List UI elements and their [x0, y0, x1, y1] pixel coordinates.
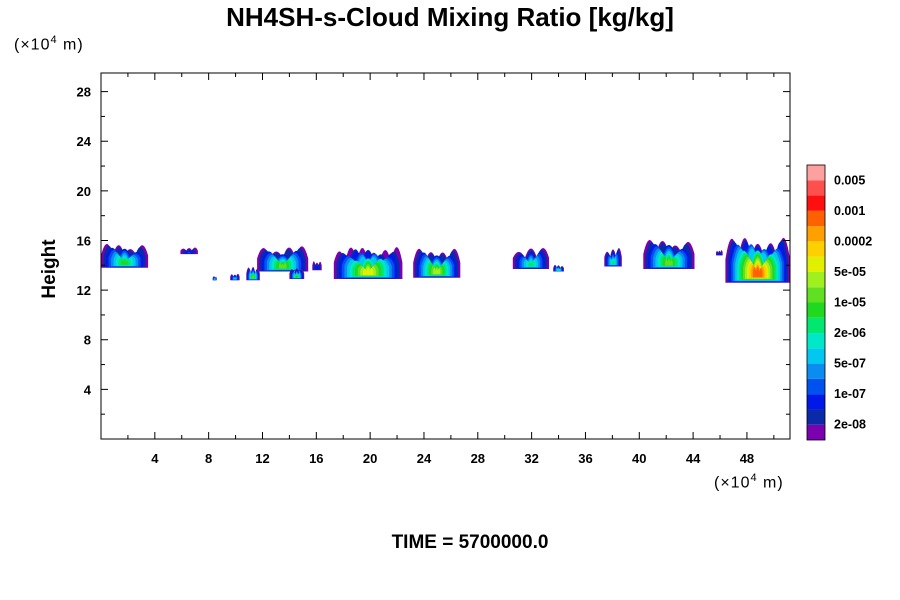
x-axis-unit: (×104 m) [714, 472, 784, 492]
colorbar-swatch [807, 317, 825, 334]
x-tick-label: 20 [363, 451, 377, 466]
y-axis-unit: (×104 m) [14, 34, 84, 54]
cloud-cell-contour [295, 275, 298, 278]
colorbar-label: 5e-07 [834, 357, 866, 371]
time-label: TIME = 5700000.0 [391, 532, 549, 553]
x-tick-label: 4 [151, 451, 159, 466]
colorbar-swatch [807, 424, 825, 440]
cloud-cell-contour [252, 275, 255, 279]
colorbar-swatch [807, 180, 825, 196]
y-tick-label: 4 [84, 382, 92, 397]
colorbar-label: 0.0002 [834, 234, 872, 248]
cloud-field [101, 237, 790, 283]
colorbar-label: 0.005 [834, 173, 865, 187]
cloud-cell-contour [363, 267, 374, 276]
cloud-cell-contour [314, 265, 319, 270]
x-tick-label: 48 [740, 451, 754, 466]
colorbar-frame [806, 164, 826, 441]
cloud-cell-contour [665, 258, 673, 266]
colorbar-label: 2e-08 [834, 418, 866, 432]
cloud-cell-contour [121, 259, 129, 265]
cloud-cell-contour [557, 269, 560, 271]
y-tick-label: 24 [77, 134, 92, 149]
cloud-cell-contour [233, 277, 237, 280]
colorbar: 2e-08 1e-07 5e-07 2e-06 1e-05 5e-05 0.0002 0.00… [806, 164, 872, 441]
x-tick-label: 44 [686, 451, 701, 466]
chart-title: NH4SH-s-Cloud Mixing Ratio [kg/kg] [226, 2, 674, 32]
x-tick-label: 28 [471, 451, 485, 466]
colorbar-label: 0.001 [834, 204, 865, 218]
colorbar-swatch [807, 409, 825, 425]
x-tick-label: 12 [255, 451, 269, 466]
plot-frame [100, 72, 791, 440]
colorbar-swatch [807, 165, 825, 181]
colorbar-swatch [807, 302, 825, 318]
y-axis: 4 8 12 16 20 24 28 [77, 85, 790, 415]
colorbar-swatch [807, 241, 825, 257]
colorbar-label: 1e-07 [834, 387, 866, 401]
cloud-cell-contour [187, 251, 191, 254]
x-tick-label: 36 [578, 451, 592, 466]
colorbar-swatch [807, 256, 825, 272]
colorbar-label: 5e-05 [834, 265, 866, 279]
colorbar-swatch [807, 195, 825, 211]
colorbar-swatch [807, 394, 825, 410]
colorbar-swatch [807, 363, 825, 379]
colorbar-swatch [807, 271, 825, 288]
y-tick-label: 28 [77, 85, 91, 100]
y-tick-label: 12 [77, 283, 91, 298]
cloud-cell-contour [528, 261, 534, 267]
cloud-cell-contour [433, 267, 441, 275]
colorbar-swatch [807, 333, 825, 349]
colorbar-swatch [807, 226, 825, 242]
x-tick-label: 24 [417, 451, 432, 466]
colorbar-swatch [807, 210, 825, 227]
colorbar-swatch [807, 348, 825, 364]
x-axis: 4 8 12 16 20 24 28 32 36 40 44 48 [127, 73, 775, 466]
cloud-cell-contour [752, 266, 763, 278]
colorbar-swatch [807, 378, 825, 395]
cloud-cell-contour [717, 252, 721, 255]
y-tick-label: 8 [84, 333, 91, 348]
cloud-cell-contour [213, 278, 216, 280]
x-tick-label: 40 [632, 451, 646, 466]
colorbar-label: 1e-05 [834, 296, 866, 310]
cloud-cell-contour [278, 262, 287, 269]
cloud-cell-contour [611, 259, 615, 265]
y-tick-label: 16 [77, 233, 91, 248]
x-tick-label: 32 [524, 451, 538, 466]
x-tick-label: 8 [205, 451, 212, 466]
y-tick-label: 20 [77, 184, 91, 199]
colorbar-swatch [807, 287, 825, 303]
colorbar-label: 2e-06 [834, 326, 866, 340]
x-tick-label: 16 [309, 451, 323, 466]
